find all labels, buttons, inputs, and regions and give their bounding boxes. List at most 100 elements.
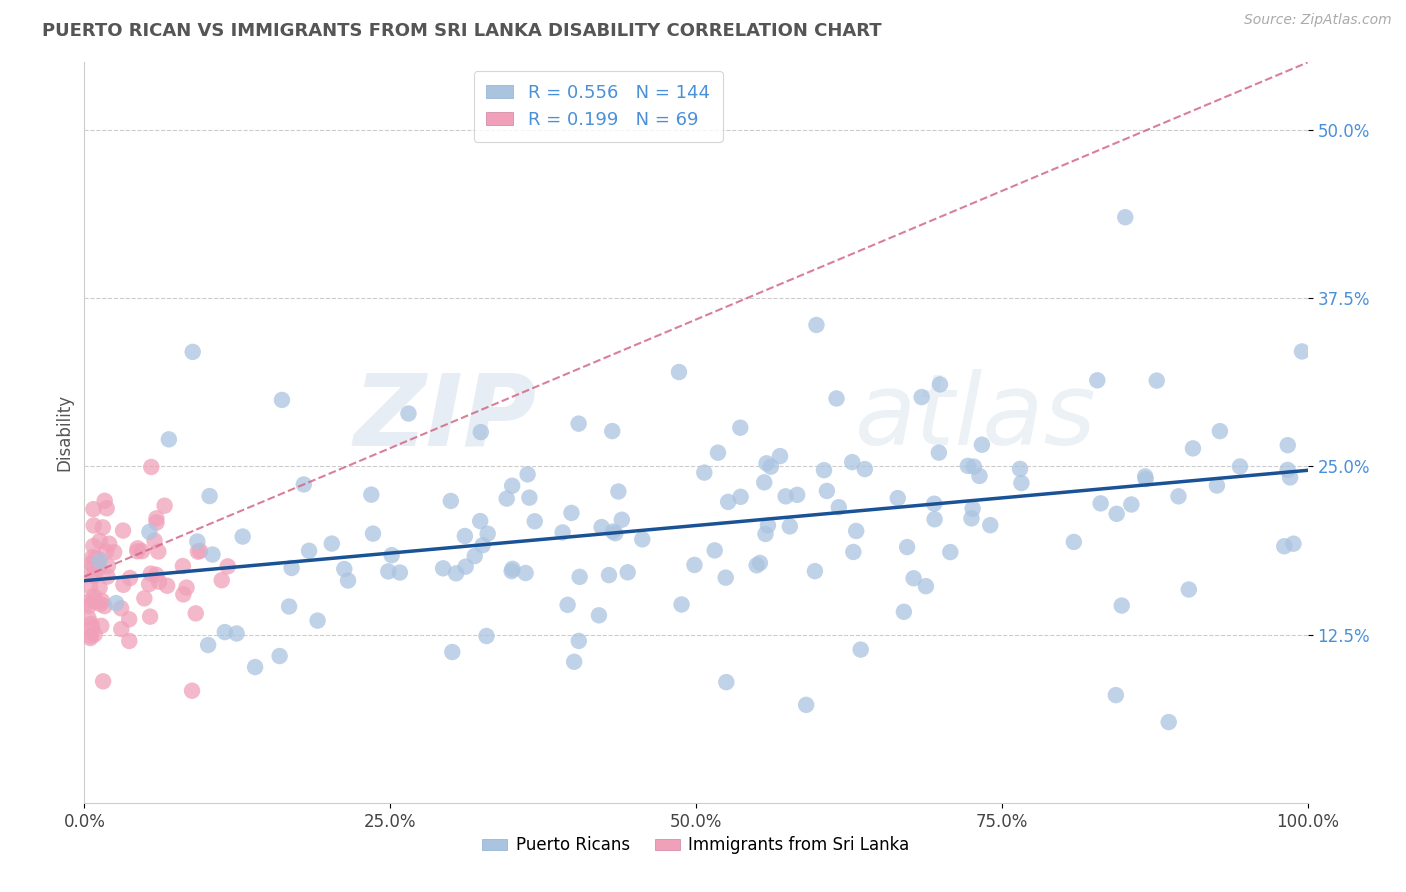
Point bbox=[143, 533, 166, 548]
Point bbox=[145, 516, 167, 530]
Point bbox=[887, 491, 910, 505]
Point bbox=[956, 458, 979, 473]
Point bbox=[84, 551, 107, 566]
Point bbox=[970, 438, 993, 452]
Point bbox=[806, 318, 828, 332]
Point bbox=[83, 589, 105, 603]
Point bbox=[842, 545, 865, 559]
Point bbox=[922, 497, 945, 511]
Point bbox=[477, 526, 499, 541]
Point bbox=[693, 466, 716, 480]
Point bbox=[80, 621, 103, 635]
Point bbox=[333, 562, 356, 576]
Point bbox=[76, 595, 98, 609]
Text: ZIP: ZIP bbox=[354, 369, 537, 467]
Point bbox=[83, 627, 105, 641]
Point bbox=[217, 559, 239, 574]
Point bbox=[716, 675, 738, 690]
Point bbox=[232, 530, 254, 544]
Point bbox=[502, 562, 524, 576]
Point bbox=[568, 417, 591, 431]
Point bbox=[1209, 424, 1232, 438]
Point bbox=[79, 631, 101, 645]
Point bbox=[298, 543, 321, 558]
Point bbox=[915, 579, 938, 593]
Point bbox=[779, 519, 801, 533]
Point bbox=[849, 642, 872, 657]
Point bbox=[1277, 463, 1299, 477]
Point bbox=[157, 433, 180, 447]
Point bbox=[110, 622, 132, 636]
Point bbox=[184, 607, 207, 621]
Point bbox=[103, 545, 125, 559]
Point bbox=[156, 579, 179, 593]
Point bbox=[321, 536, 343, 550]
Point bbox=[127, 544, 149, 558]
Point bbox=[551, 525, 574, 540]
Point bbox=[745, 558, 768, 573]
Point bbox=[211, 573, 233, 587]
Point bbox=[145, 511, 167, 525]
Point bbox=[89, 597, 111, 611]
Point bbox=[112, 524, 135, 538]
Point bbox=[82, 539, 104, 553]
Point bbox=[181, 344, 204, 359]
Point bbox=[495, 491, 517, 506]
Point bbox=[83, 569, 105, 583]
Point bbox=[280, 561, 302, 575]
Point bbox=[501, 479, 523, 493]
Point bbox=[828, 500, 851, 515]
Point bbox=[588, 608, 610, 623]
Point bbox=[668, 365, 690, 379]
Point bbox=[201, 548, 224, 562]
Legend: Puerto Ricans, Immigrants from Sri Lanka: Puerto Ricans, Immigrants from Sri Lanka bbox=[475, 830, 917, 861]
Point bbox=[841, 455, 863, 469]
Point bbox=[671, 598, 693, 612]
Point bbox=[91, 594, 114, 608]
Point bbox=[1291, 344, 1313, 359]
Point bbox=[896, 540, 918, 554]
Point bbox=[1272, 539, 1295, 553]
Point bbox=[141, 460, 163, 475]
Point bbox=[80, 557, 103, 571]
Point bbox=[928, 445, 950, 459]
Point bbox=[1167, 489, 1189, 503]
Point bbox=[786, 488, 808, 502]
Point bbox=[1146, 374, 1168, 388]
Text: PUERTO RICAN VS IMMIGRANTS FROM SRI LANKA DISABILITY CORRELATION CHART: PUERTO RICAN VS IMMIGRANTS FROM SRI LANK… bbox=[42, 22, 882, 40]
Point bbox=[139, 566, 162, 581]
Point bbox=[432, 561, 454, 575]
Point bbox=[1157, 714, 1180, 729]
Point bbox=[845, 524, 868, 538]
Point bbox=[181, 683, 204, 698]
Point bbox=[243, 660, 266, 674]
Point bbox=[607, 484, 630, 499]
Point bbox=[1010, 475, 1032, 490]
Point bbox=[960, 511, 983, 525]
Point bbox=[755, 456, 778, 470]
Point bbox=[1063, 535, 1085, 549]
Point bbox=[1229, 459, 1251, 474]
Point bbox=[89, 554, 111, 568]
Point bbox=[903, 571, 925, 585]
Point bbox=[853, 462, 876, 476]
Point bbox=[97, 559, 120, 574]
Point bbox=[82, 550, 104, 565]
Point bbox=[79, 629, 101, 643]
Point bbox=[148, 574, 170, 589]
Point bbox=[1178, 582, 1201, 597]
Point bbox=[138, 524, 160, 539]
Point bbox=[1008, 462, 1031, 476]
Point bbox=[454, 529, 477, 543]
Point bbox=[138, 577, 160, 591]
Point bbox=[683, 558, 706, 572]
Point bbox=[600, 424, 623, 438]
Point bbox=[929, 377, 952, 392]
Point bbox=[89, 581, 111, 595]
Point bbox=[197, 638, 219, 652]
Point bbox=[153, 499, 176, 513]
Point bbox=[560, 506, 582, 520]
Point bbox=[89, 534, 111, 549]
Point bbox=[605, 526, 627, 541]
Point bbox=[759, 459, 782, 474]
